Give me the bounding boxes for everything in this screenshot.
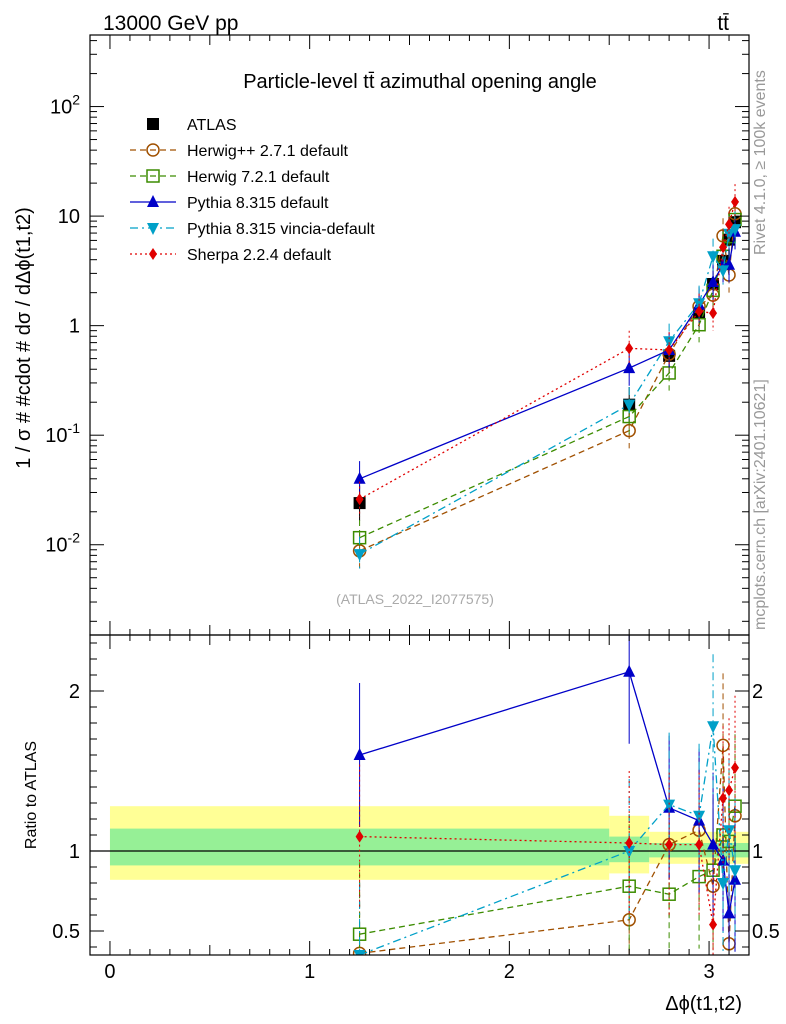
ratio-point xyxy=(719,792,728,805)
ratio-point xyxy=(725,784,734,797)
data-point xyxy=(709,307,718,320)
data-point xyxy=(625,342,634,355)
main-y-tick-label: 1 xyxy=(69,316,80,338)
x-tick-label: 3 xyxy=(703,961,714,983)
legend-marker xyxy=(146,169,160,183)
legend-label: ATLAS xyxy=(187,117,237,134)
ratio-point xyxy=(723,906,736,919)
ratio-point xyxy=(709,918,718,931)
analysis-id: (ATLAS_2022_I2077575) xyxy=(336,591,494,607)
data-point xyxy=(729,224,742,237)
ratio-point xyxy=(707,837,720,850)
ratio-point xyxy=(731,761,740,774)
legend-label: Sherpa 2.2.4 default xyxy=(187,247,332,264)
main-y-tick-label: 10 xyxy=(58,206,80,228)
ratio-line xyxy=(359,670,736,914)
ratio-point xyxy=(707,721,720,734)
ratio-y-tick-label-right: 0.5 xyxy=(752,921,780,943)
ratio-line xyxy=(359,726,736,955)
plot-title: Particle-level tt̄ azimuthal opening ang… xyxy=(243,71,597,93)
series-2 xyxy=(352,201,742,556)
ratio-plot-panel: 0.5 0.5 1 1 2 2 0 1 2 3 Ratio to ATLAS Δϕ(t1,t2) xyxy=(23,634,780,1015)
legend-label: Herwig 7.2.1 default xyxy=(187,169,330,186)
ratio-point xyxy=(695,838,704,851)
ratio-point xyxy=(353,748,366,760)
legend-marker xyxy=(149,248,157,260)
data-point xyxy=(707,275,720,288)
data-point xyxy=(623,399,636,412)
ratio-series-3 xyxy=(353,635,742,955)
main-y-tick-label: 102 xyxy=(50,92,80,119)
ratio-point xyxy=(723,825,736,838)
ratio-point xyxy=(663,799,676,812)
ratio-point xyxy=(355,830,364,843)
main-y-tick-label: 10-1 xyxy=(45,420,80,447)
ratio-point xyxy=(353,950,366,955)
legend-marker xyxy=(146,143,160,157)
data-point xyxy=(623,361,636,374)
side-label-bottom: mcplots.cern.ch [arXiv:2401.10621] xyxy=(752,379,769,630)
series-line xyxy=(359,219,736,539)
series-1 xyxy=(352,196,742,569)
series-5 xyxy=(355,184,740,517)
data-point xyxy=(717,265,730,278)
data-point xyxy=(723,228,736,241)
process-label: tt̄ xyxy=(717,12,729,35)
x-tick-label: 2 xyxy=(504,961,515,983)
series-3 xyxy=(353,214,742,497)
data-point xyxy=(725,218,734,231)
ratio-series-5 xyxy=(355,695,740,955)
legend-label: Pythia 8.315 vincia-default xyxy=(187,221,375,238)
main-y-label: 1 / σ # #cdot # dσ / dΔϕ(t1,t2) xyxy=(13,207,35,469)
ratio-point xyxy=(717,878,730,890)
series-4 xyxy=(353,211,742,572)
data-point xyxy=(353,549,366,562)
x-tick-label: 0 xyxy=(104,961,115,983)
ratio-point xyxy=(665,838,674,851)
legend-label: Pythia 8.315 default xyxy=(187,195,329,212)
legend: ATLAS Herwig++ 2.7.1 default Herwig 7.2.1 … xyxy=(130,117,375,264)
legend-marker xyxy=(147,195,159,207)
x-axis-label: Δϕ(t1,t2) xyxy=(665,993,742,1015)
ratio-y-tick-label-right: 1 xyxy=(752,841,763,863)
series-line xyxy=(359,231,736,480)
series-line xyxy=(359,213,736,552)
series-0 xyxy=(353,204,742,521)
ratio-y-label: Ratio to ATLAS xyxy=(23,741,40,849)
ratio-point xyxy=(625,837,634,849)
data-point xyxy=(665,343,674,356)
ratio-point xyxy=(729,872,742,885)
ratio-frame xyxy=(89,634,750,956)
data-point xyxy=(353,471,366,484)
ratio-point xyxy=(693,810,706,823)
main-y-tick-label: 10-2 xyxy=(45,530,80,557)
energy-label: 13000 GeV pp xyxy=(103,12,238,35)
x-tick-label: 1 xyxy=(304,961,315,983)
series-line xyxy=(359,228,736,555)
data-point xyxy=(719,241,728,254)
ratio-y-tick-label: 2 xyxy=(69,681,80,703)
ratio-y-tick-label: 1 xyxy=(69,841,80,863)
ratio-y-tick-label-right: 2 xyxy=(752,681,763,703)
ratio-y-tick-label: 0.5 xyxy=(52,921,80,943)
legend-marker xyxy=(147,118,159,130)
ratio-point xyxy=(729,865,742,878)
side-label-top: Rivet 4.1.0, ≥ 100k events xyxy=(752,70,769,255)
ratio-point xyxy=(623,664,636,677)
legend-marker xyxy=(147,223,159,235)
data-point xyxy=(731,195,740,208)
series-line xyxy=(359,201,736,500)
data-point xyxy=(355,493,364,506)
data-point xyxy=(695,305,704,318)
main-plot-panel: 10-2 10-1 1 10 102 Particle-level tt̄ azimut… xyxy=(13,34,750,636)
data-point xyxy=(707,251,720,264)
legend-label: Herwig++ 2.7.1 default xyxy=(187,143,349,160)
